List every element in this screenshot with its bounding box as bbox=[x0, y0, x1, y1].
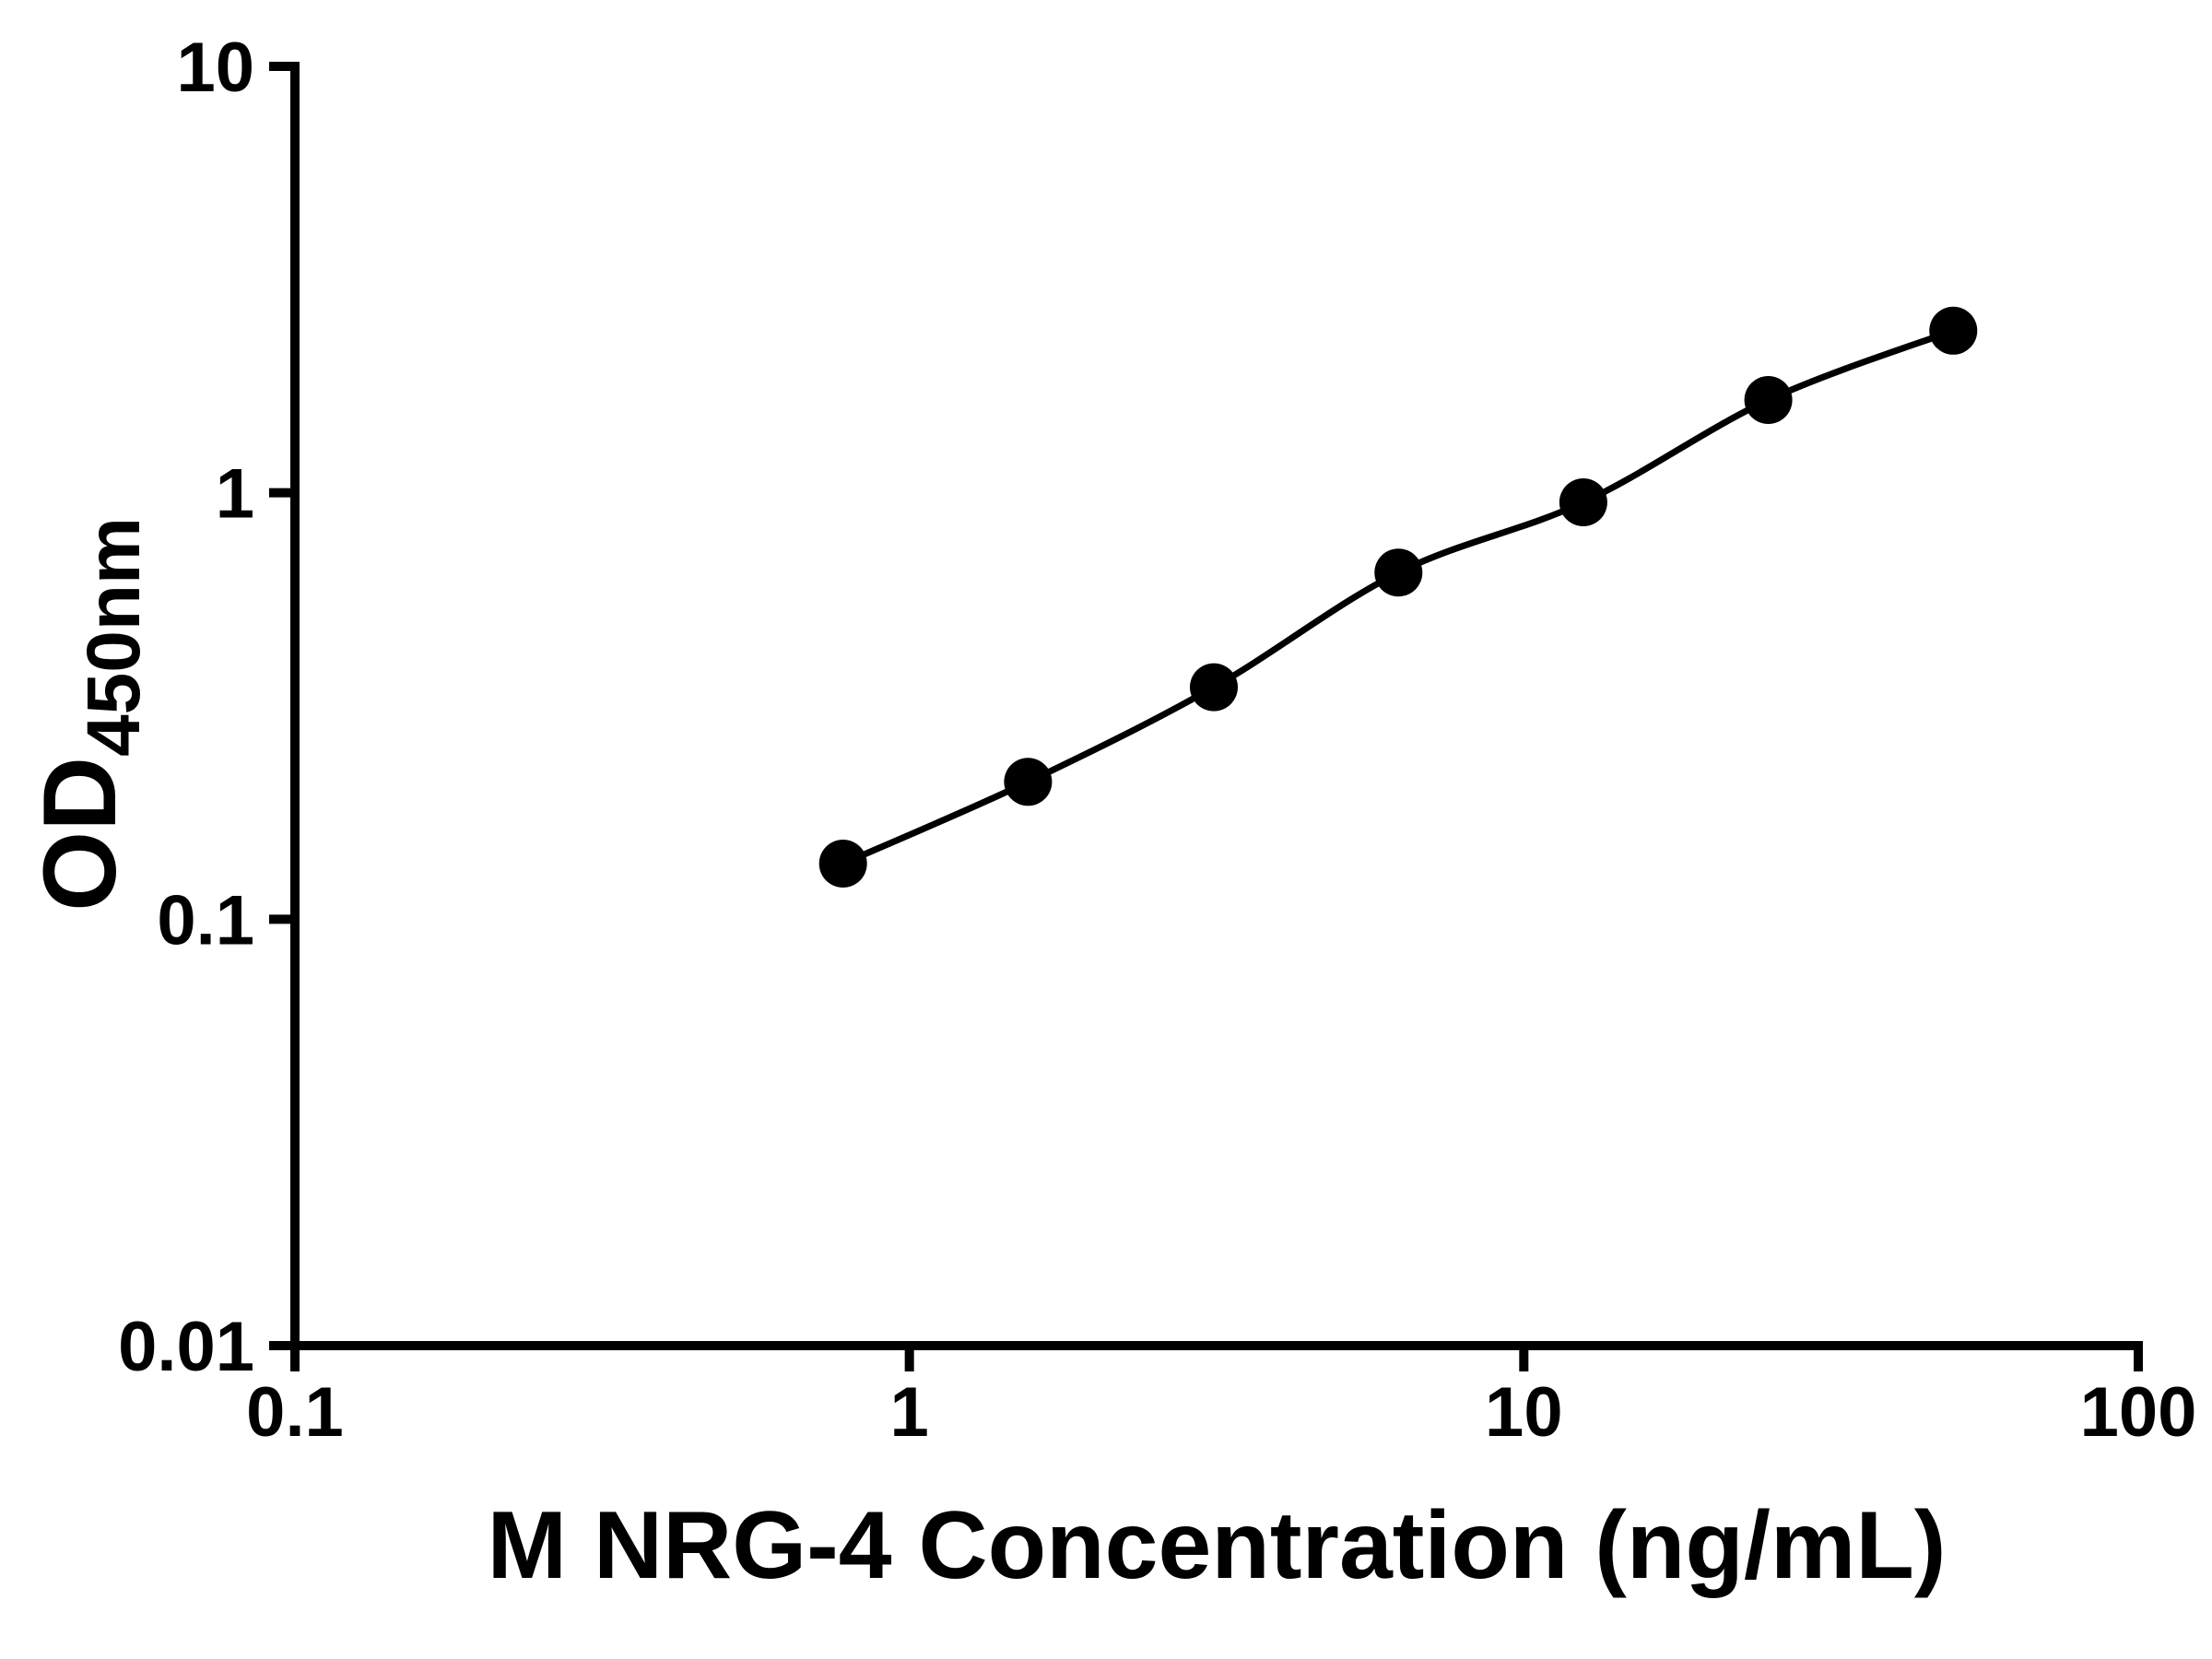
data-series bbox=[818, 306, 1978, 888]
y-axis-title-main: OD bbox=[22, 757, 137, 912]
data-point bbox=[1559, 478, 1607, 526]
data-point bbox=[1929, 306, 1978, 355]
data-point bbox=[1190, 663, 1238, 712]
y-tick-label: 0.1 bbox=[157, 881, 254, 959]
data-point bbox=[818, 840, 867, 888]
x-tick-label: 1 bbox=[890, 1373, 929, 1452]
x-tick-label: 10 bbox=[1485, 1373, 1563, 1452]
y-tick-label: 10 bbox=[176, 29, 254, 107]
x-tick-label: 0.1 bbox=[246, 1373, 344, 1452]
x-tick-label: 100 bbox=[2080, 1373, 2197, 1452]
data-point bbox=[1374, 548, 1423, 597]
y-axis-title-sub: 450nm bbox=[72, 517, 156, 757]
data-point bbox=[1744, 376, 1793, 424]
y-tick-label: 1 bbox=[216, 455, 254, 534]
data-point bbox=[1004, 758, 1053, 806]
y-tick-label: 0.01 bbox=[118, 1308, 254, 1386]
y-axis-title: OD450nm bbox=[22, 517, 156, 912]
x-axis-title: M NRG-4 Concentration (ng/mL) bbox=[487, 1492, 1946, 1599]
